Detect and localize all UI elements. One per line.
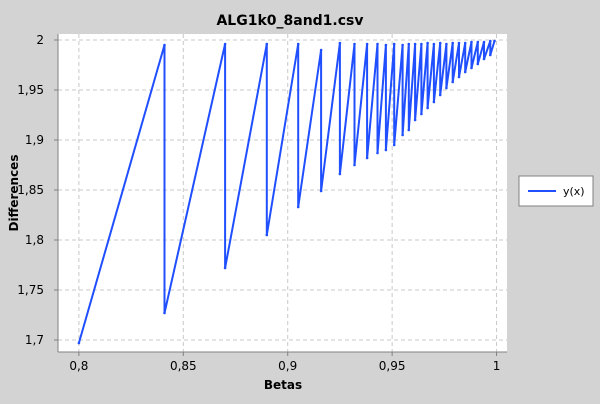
data-point <box>413 42 417 46</box>
data-point <box>365 42 369 46</box>
data-point <box>445 86 448 90</box>
y-tick-label: 1,95 <box>17 83 44 97</box>
data-point <box>265 233 269 237</box>
data-point <box>438 41 442 45</box>
data-point <box>432 100 436 104</box>
data-point <box>482 40 486 44</box>
x-tick-label: 0,8 <box>69 359 88 373</box>
data-point <box>457 41 461 45</box>
series-layer <box>77 39 496 345</box>
y-tick-label: 1,9 <box>25 133 44 147</box>
data-point <box>470 66 473 70</box>
data-point <box>463 41 467 45</box>
legend-label: y(x) <box>563 185 585 198</box>
data-point <box>163 43 166 47</box>
data-point <box>376 42 379 46</box>
data-point <box>376 151 379 155</box>
data-point <box>353 42 356 46</box>
data-point <box>77 341 81 345</box>
data-point <box>413 118 417 122</box>
data-point <box>296 42 300 46</box>
data-point <box>482 57 486 61</box>
data-point <box>438 93 442 97</box>
x-axis-label: Betas <box>264 378 302 392</box>
data-point <box>420 42 423 46</box>
series-line <box>77 40 496 344</box>
data-point <box>319 189 323 193</box>
x-tick-label: 0,9 <box>278 359 297 373</box>
data-point <box>392 42 396 46</box>
data-point <box>319 48 323 52</box>
data-point <box>470 40 473 44</box>
y-tick-label: 1,85 <box>17 183 44 197</box>
data-point <box>407 42 411 46</box>
y-tick-label: 1,75 <box>17 283 44 297</box>
data-point <box>445 42 448 46</box>
data-point <box>163 311 166 315</box>
data-point <box>432 42 436 46</box>
legend: y(x) <box>518 175 594 207</box>
data-point <box>451 80 455 84</box>
data-point <box>338 41 342 45</box>
data-point <box>392 143 396 147</box>
data-point <box>476 62 480 66</box>
data-point <box>426 106 429 110</box>
plot-area <box>58 34 507 352</box>
y-tick-label: 1,8 <box>25 233 44 247</box>
data-point <box>265 42 269 46</box>
data-point <box>457 75 461 79</box>
data-point <box>451 41 455 45</box>
data-point <box>338 172 342 176</box>
data-point <box>353 163 356 167</box>
data-point <box>296 205 300 209</box>
data-point <box>223 42 227 46</box>
x-tick-label: 1 <box>493 359 501 373</box>
data-point <box>489 53 492 57</box>
y-tick-label: 2 <box>36 33 44 47</box>
y-tick-label: 1,7 <box>25 333 44 347</box>
chart-title: ALG1k0_8and1.csv <box>216 13 363 29</box>
x-tick-label: 0,85 <box>170 359 197 373</box>
data-point <box>476 40 480 44</box>
data-point <box>493 39 496 43</box>
data-point <box>384 43 388 47</box>
data-point <box>384 148 388 152</box>
data-point <box>463 70 467 74</box>
x-tick-label: 0,95 <box>379 359 406 373</box>
y-axis-label: Differences <box>7 155 21 232</box>
data-point <box>489 39 492 43</box>
data-point <box>420 112 423 116</box>
tick-layer: 0,8 0,85 0,9 0,95 1 1,7 1,75 1,8 1,85 1,9 1,95 2 <box>17 33 500 373</box>
data-point <box>407 128 411 132</box>
grid-layer <box>58 34 507 352</box>
data-point <box>401 43 404 47</box>
data-point <box>223 266 227 270</box>
data-point <box>401 133 404 137</box>
data-point <box>365 156 369 160</box>
data-point <box>426 41 429 45</box>
